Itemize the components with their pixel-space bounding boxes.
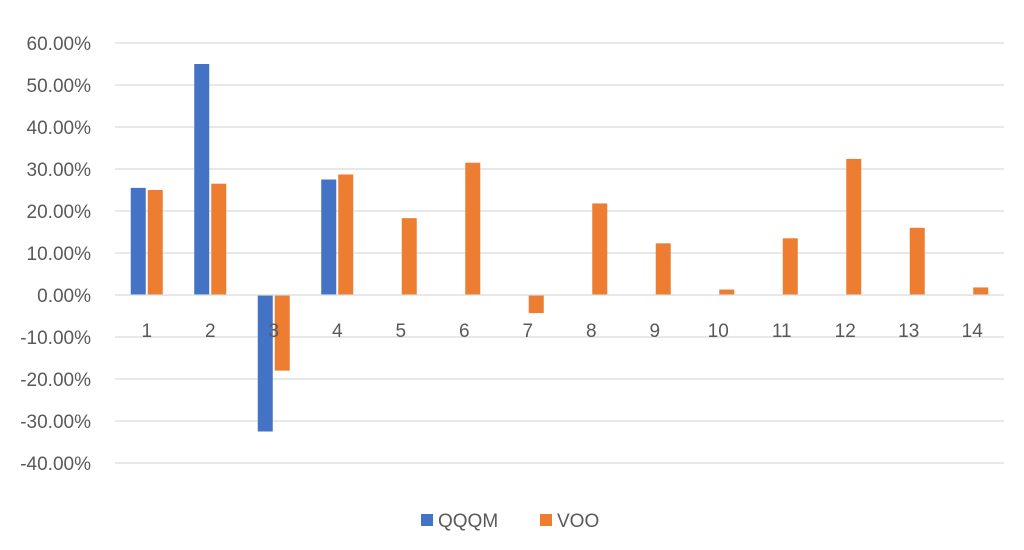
y-tick-label: -40.00% — [20, 454, 91, 475]
bar-voo-6 — [465, 162, 481, 295]
x-tick-label: 3 — [268, 321, 279, 342]
x-tick-label: 12 — [835, 321, 856, 342]
bar-voo-5 — [401, 218, 417, 295]
x-tick-label: 11 — [772, 321, 792, 342]
bar-voo-3 — [274, 295, 290, 371]
y-tick-label: 20.00% — [27, 202, 92, 223]
x-tick-label: 6 — [459, 321, 470, 342]
x-tick-label: 5 — [395, 321, 406, 342]
x-tick-label: 4 — [332, 321, 343, 342]
y-tick-label: 0.00% — [37, 286, 91, 307]
x-tick-label: 10 — [708, 321, 729, 342]
y-tick-label: -20.00% — [20, 370, 91, 391]
x-tick-label: 9 — [649, 321, 660, 342]
legend-swatch-voo — [540, 514, 552, 526]
bar-voo-14 — [973, 287, 989, 295]
gridlines — [115, 42, 1004, 464]
bar-voo-11 — [782, 238, 798, 295]
y-tick-label: -30.00% — [20, 412, 91, 433]
bar-voo-8 — [592, 203, 608, 295]
bar-qqqm-4 — [321, 179, 337, 295]
bar-voo-7 — [528, 295, 544, 314]
x-tick-label: 2 — [205, 321, 216, 342]
legend-swatch-qqqm — [421, 514, 433, 526]
x-tick-label: 13 — [898, 321, 919, 342]
x-axis-tick-labels: 1 2 3 4 5 6 7 8 9 10 11 12 13 14 — [141, 321, 983, 342]
x-tick-label: 1 — [141, 321, 152, 342]
bar-voo-1 — [147, 190, 163, 295]
bar-qqqm-1 — [130, 187, 146, 295]
y-tick-label: 60.00% — [27, 34, 92, 55]
legend: QQQM VOO — [421, 511, 599, 532]
y-tick-label: 40.00% — [27, 118, 92, 139]
x-tick-label: 8 — [586, 321, 597, 342]
bar-voo-12 — [846, 158, 862, 295]
x-tick-label: 7 — [522, 321, 533, 342]
y-tick-label: 30.00% — [27, 160, 92, 181]
legend-label-qqqm: QQQM — [438, 511, 498, 532]
bar-qqqm-3 — [257, 295, 273, 432]
bar-voo-9 — [655, 243, 671, 295]
bar-voo-4 — [338, 174, 354, 295]
y-tick-label: 10.00% — [27, 244, 92, 265]
bars — [130, 64, 989, 432]
bar-voo-10 — [719, 289, 735, 295]
bar-voo-2 — [211, 183, 227, 295]
y-axis-tick-labels: 60.00% 50.00% 40.00% 30.00% 20.00% 10.00% 0.00… — [20, 34, 91, 475]
bar-qqqm-2 — [194, 64, 210, 295]
y-tick-label: -10.00% — [20, 328, 91, 349]
y-tick-label: 50.00% — [27, 76, 92, 97]
x-tick-label: 14 — [962, 321, 984, 342]
legend-label-voo: VOO — [557, 511, 599, 532]
bar-voo-13 — [909, 227, 925, 295]
